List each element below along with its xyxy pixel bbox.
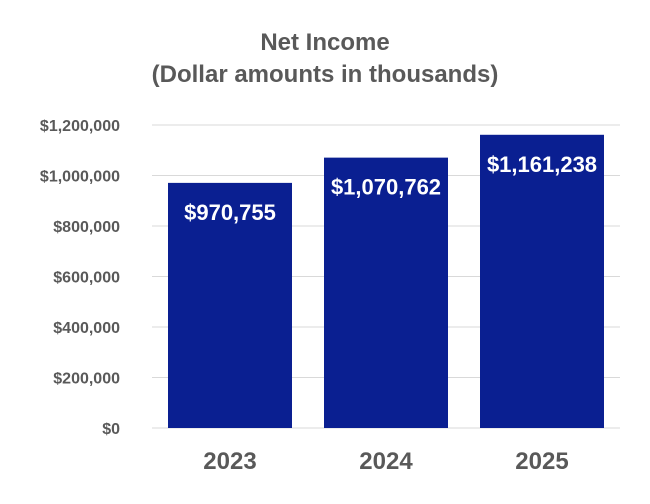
data-label-2023: $970,755	[184, 200, 276, 225]
data-label-2025: $1,161,238	[487, 152, 597, 177]
x-tick-label-2025: 2025	[515, 448, 568, 475]
y-tick-label: $1,000,000	[40, 169, 120, 186]
x-axis-tick-labels: 2023 2024 2025	[203, 448, 568, 475]
bar-2025	[480, 134, 604, 428]
x-tick-label-2023: 2023	[203, 448, 256, 475]
y-tick-label: $400,000	[53, 320, 120, 337]
bar-2024	[324, 157, 448, 428]
chart-subtitle: (Dollar amounts in thousands)	[152, 61, 499, 88]
y-tick-label: $1,200,000	[40, 118, 120, 135]
y-tick-label: $0	[102, 421, 120, 438]
bar-data-labels: $970,755 $1,070,762 $1,161,238	[184, 152, 597, 225]
y-tick-label: $600,000	[53, 270, 120, 287]
y-axis-tick-labels: $0 $200,000 $400,000 $600,000 $800,000 $1,000…	[40, 118, 120, 438]
bars	[168, 134, 604, 428]
y-tick-label: $200,000	[53, 371, 120, 388]
data-label-2024: $1,070,762	[331, 175, 441, 200]
bar-2023	[168, 182, 292, 428]
chart-title: Net Income	[260, 29, 389, 56]
x-tick-label-2024: 2024	[359, 448, 413, 475]
y-tick-label: $800,000	[53, 219, 120, 236]
